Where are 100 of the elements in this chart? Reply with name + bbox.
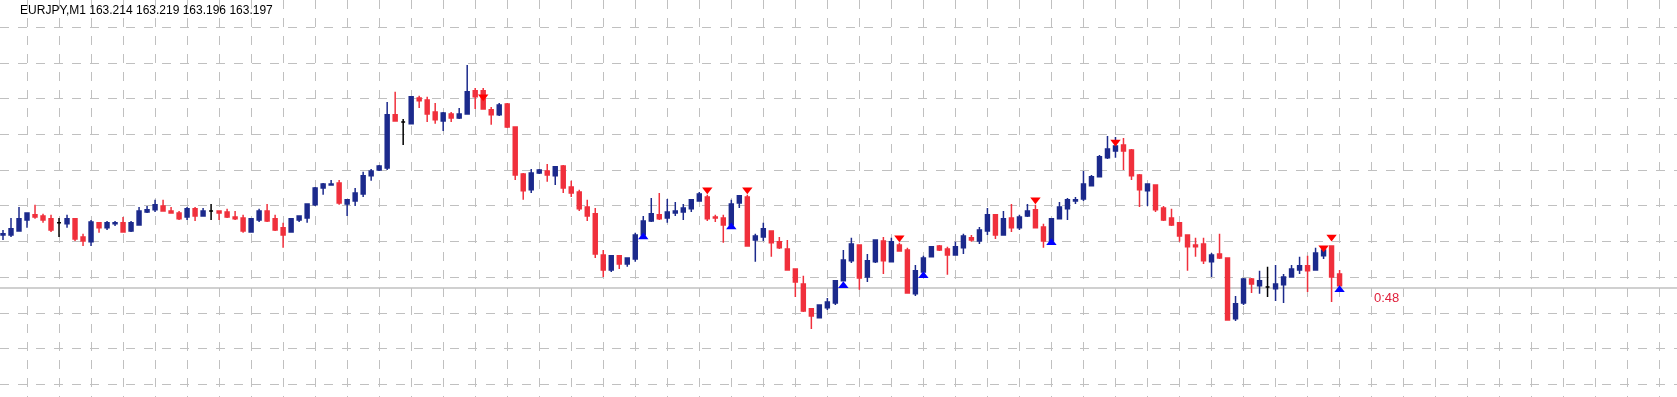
candlestick [1080,170,1087,202]
candlestick [48,214,54,233]
candlestick [144,205,150,213]
candlestick [416,95,422,109]
candlestick [216,210,222,221]
point [638,232,649,240]
candlestick [448,111,454,123]
candlestick [856,244,863,291]
candlestick [248,218,254,233]
candlestick [376,164,382,172]
candlestick [784,239,791,271]
candlestick [176,210,182,221]
candlestick [320,182,326,196]
candlestick [192,206,198,222]
candlestick [760,222,767,242]
candlestick [256,208,262,223]
candlestick [768,230,775,258]
candlestick [312,186,318,207]
candlestick [1056,201,1063,220]
candlestick [184,206,190,221]
candlestick [976,226,983,245]
candlestick [168,206,174,215]
candlestick [1024,203,1031,218]
candlestick [944,246,951,276]
candlestick [664,198,670,224]
candlestick [80,233,86,247]
candlestick [560,164,566,194]
candlestick [360,171,366,198]
candlestick [1088,174,1095,187]
candlestick [736,195,743,209]
candlestick [288,218,294,233]
candlestick [576,189,582,212]
candlestick [680,203,686,221]
candlestick [496,102,502,117]
candlestick [960,233,967,255]
candlestick [432,102,438,125]
candlestick [1072,196,1079,205]
candlestick [24,212,30,229]
candlestick [512,126,518,181]
candlestick [1168,208,1175,227]
candlestick [1160,205,1167,222]
candlestick [928,246,935,258]
candlestick [504,102,510,129]
candlestick [1152,184,1159,213]
candlestick [16,206,22,232]
candlestick [296,215,302,223]
candlestick [384,101,390,171]
candlestick [712,214,719,223]
candlestick [1040,223,1047,249]
candlestick [200,207,206,217]
chart-title: EURJPY,M1 163.214 163.219 163.196 163.197 [20,3,274,18]
candlestick [424,96,430,123]
candlestick [272,214,278,232]
candlestick [648,197,654,223]
candlestick [120,216,126,233]
candlestick [616,254,622,270]
candlestick [544,163,550,183]
candlestick [1240,277,1247,306]
candlestick [592,207,598,259]
candlestick [1032,204,1039,229]
candlestick [864,253,871,283]
candlestick [1096,154,1103,178]
candlestick [32,204,38,220]
candlestick [1248,277,1255,294]
point [1046,238,1057,246]
candlestick [408,96,414,125]
candlestick [752,233,759,263]
candlestick [1232,295,1239,322]
candlestick [72,217,78,242]
candlestick [552,165,558,186]
candlestick [848,237,855,264]
candlestick [400,118,406,146]
candlestick [632,232,638,263]
candlestick [1200,237,1207,265]
candlestick [936,244,943,252]
candlestick [992,214,999,240]
candlestick [8,217,14,238]
text: 0:48 [1374,290,1400,305]
point [1110,139,1121,147]
candlestick [1224,257,1231,321]
candlestick [344,198,350,217]
candlestick [1176,222,1183,243]
candlestick [1016,214,1023,231]
candlestick [1192,237,1199,258]
candlestick [1208,252,1215,278]
candlestick [1184,234,1191,272]
candlestick [1312,247,1319,272]
candlestick [0,229,6,241]
candlestick [1008,203,1015,233]
candlestick [656,192,662,221]
candlestick [904,247,911,294]
candlestick [688,198,695,213]
candlestick [888,237,895,263]
candlestick [1216,233,1223,260]
point [1334,285,1345,293]
candlestick [96,221,102,234]
candlestick [912,264,919,297]
candlestick [456,107,462,120]
candlestick [840,249,847,282]
candlestick [984,207,991,236]
